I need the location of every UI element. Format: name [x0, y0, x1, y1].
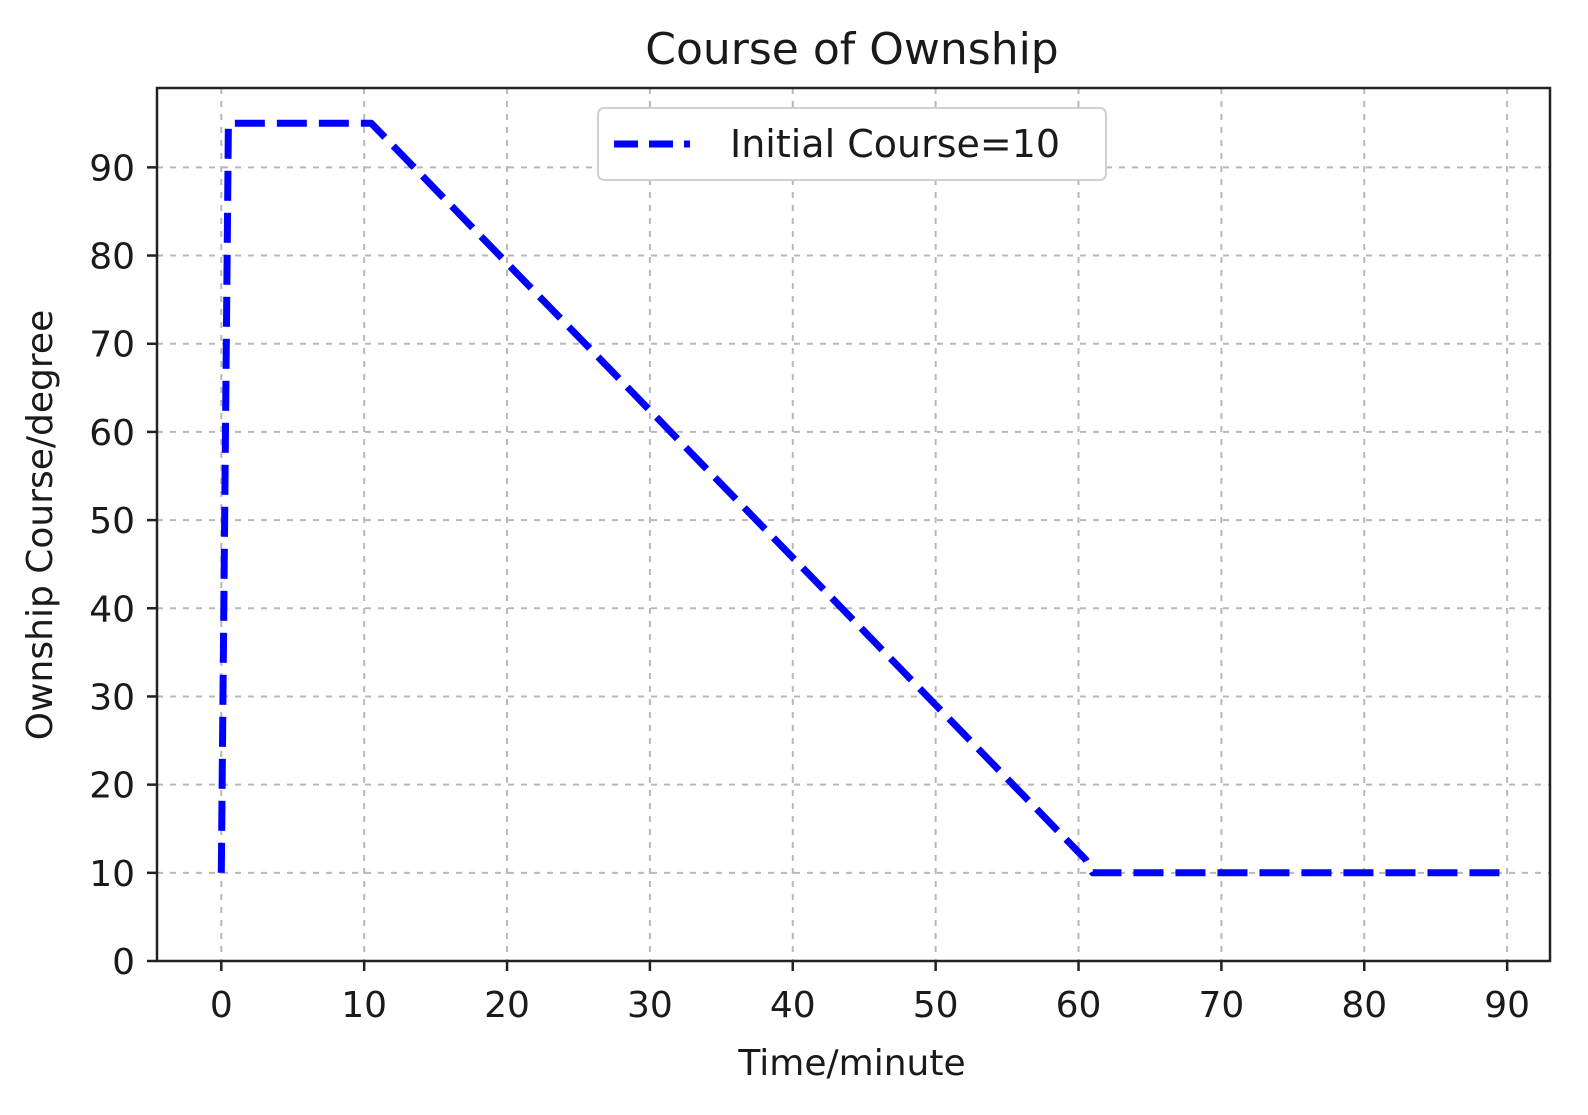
x-tick-label-80: 80: [1341, 985, 1387, 1026]
y-tick-label-30: 30: [89, 677, 135, 718]
x-tick-label-0: 0: [210, 985, 233, 1026]
y-axis-label: Ownship Course/degree: [20, 310, 61, 740]
y-tick-label-20: 20: [89, 766, 135, 807]
legend-box: [597, 107, 1107, 181]
x-axis-label: Time/minute: [737, 1043, 965, 1084]
x-tick-label-40: 40: [770, 985, 816, 1026]
x-tick-label-90: 90: [1484, 985, 1530, 1026]
chart-title: Course of Ownship: [645, 24, 1058, 75]
x-tick-label-50: 50: [913, 985, 959, 1026]
legend: Initial Course=10: [597, 107, 1107, 181]
y-tick-label-80: 80: [89, 237, 135, 278]
y-tick-label-10: 10: [89, 854, 135, 895]
y-tick-label-70: 70: [89, 325, 135, 366]
x-axis-ticks: 0 10 20 30 40 50 60 70 80 90: [210, 961, 1530, 1026]
plot-area-frame: [155, 86, 1552, 963]
x-tick-label-60: 60: [1056, 985, 1102, 1026]
x-tick-label-30: 30: [627, 985, 673, 1026]
x-tick-label-10: 10: [341, 985, 387, 1026]
y-tick-label-50: 50: [89, 501, 135, 542]
series-line-initial-course: [217, 119, 1508, 877]
y-axis-ticks: 0 10 20 30 40 50 60 70 80 90: [89, 148, 157, 983]
y-tick-label-0: 0: [112, 942, 135, 983]
x-tick-label-20: 20: [484, 985, 530, 1026]
y-tick-label-40: 40: [89, 589, 135, 630]
y-tick-label-60: 60: [89, 413, 135, 454]
series-layer: [217, 119, 1508, 877]
x-tick-label-70: 70: [1198, 985, 1244, 1026]
legend-label-initial-course: Initial Course=10: [730, 122, 1060, 166]
y-tick-label-90: 90: [89, 148, 135, 189]
